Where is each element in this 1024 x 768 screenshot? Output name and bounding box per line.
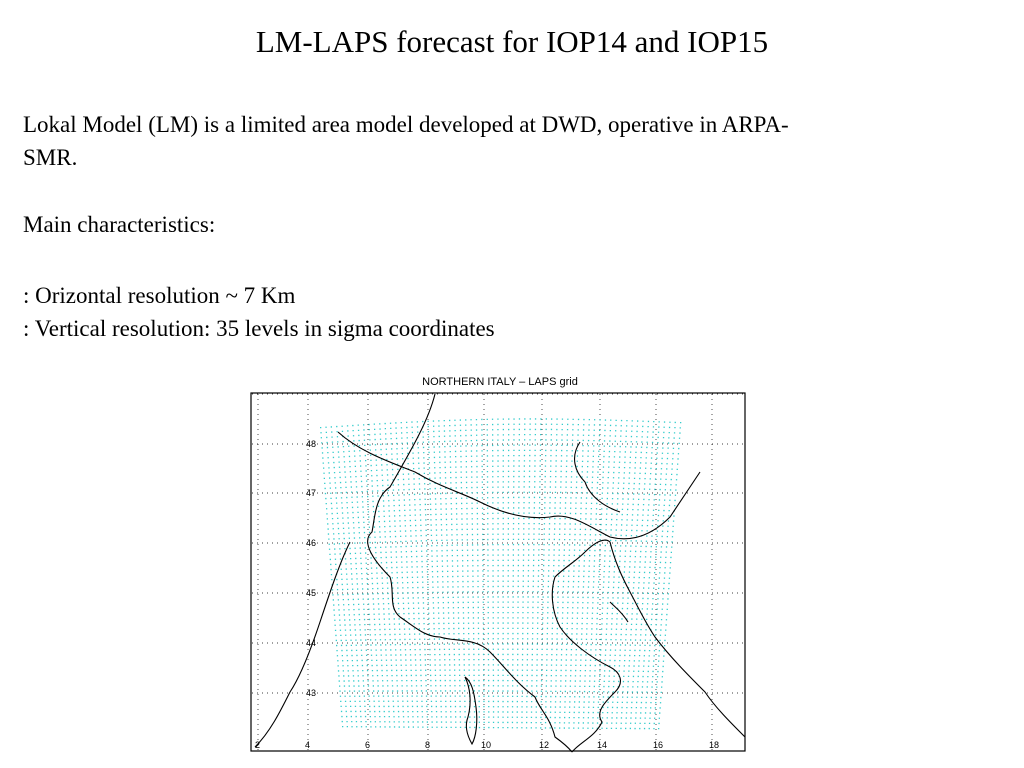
laps-grid-map-figure: NORTHERN ITALY – LAPS grid 48 47 46 45 44 43 …: [250, 374, 750, 758]
istria-outline: [609, 601, 629, 623]
graticule: [252, 393, 744, 750]
longitude-label: 6: [365, 740, 370, 750]
longitude-labels: 2 4 6 8 10 12 14 16 18: [255, 740, 719, 750]
longitude-label: 8: [425, 740, 430, 750]
map-frame: [250, 392, 746, 752]
latitude-label: 46: [306, 538, 316, 548]
latitude-label: 44: [306, 638, 316, 648]
intro-line-2: SMR.: [23, 145, 78, 170]
longitude-label: 2: [255, 740, 260, 750]
longitude-label: 12: [539, 740, 549, 750]
latitude-label: 45: [306, 588, 316, 598]
longitude-label: 10: [481, 740, 491, 750]
longitude-label: 14: [597, 740, 607, 750]
italy-west-coast: [367, 393, 573, 753]
slide-title: LM-LAPS forecast for IOP14 and IOP15: [255, 24, 769, 59]
balkan-coast: [584, 539, 746, 738]
characteristics-heading: Main characteristics:: [23, 212, 216, 237]
france-border: [254, 541, 351, 748]
corsica-outline: [464, 676, 478, 746]
alpine-border: [337, 431, 701, 540]
longitude-label: 18: [709, 740, 719, 750]
map-title: NORTHERN ITALY – LAPS grid: [422, 376, 578, 388]
latitude-label: 47: [306, 488, 316, 498]
bullet-horizontal-resolution: : Orizontal resolution ~ 7 Km: [23, 283, 296, 308]
latitude-label: 48: [306, 439, 316, 449]
latitude-labels: 48 47 46 45 44 43: [306, 439, 316, 698]
longitude-label: 16: [653, 740, 663, 750]
swiss-border: [574, 441, 621, 513]
italy-adriatic-coast: [551, 551, 621, 753]
latitude-label: 43: [306, 688, 316, 698]
bullet-vertical-resolution: : Vertical resolution: 35 levels in sigm…: [23, 316, 495, 341]
intro-line-1: Lokal Model (LM) is a limited area model…: [23, 112, 789, 137]
longitude-label: 4: [305, 740, 310, 750]
coastlines: [254, 393, 746, 753]
